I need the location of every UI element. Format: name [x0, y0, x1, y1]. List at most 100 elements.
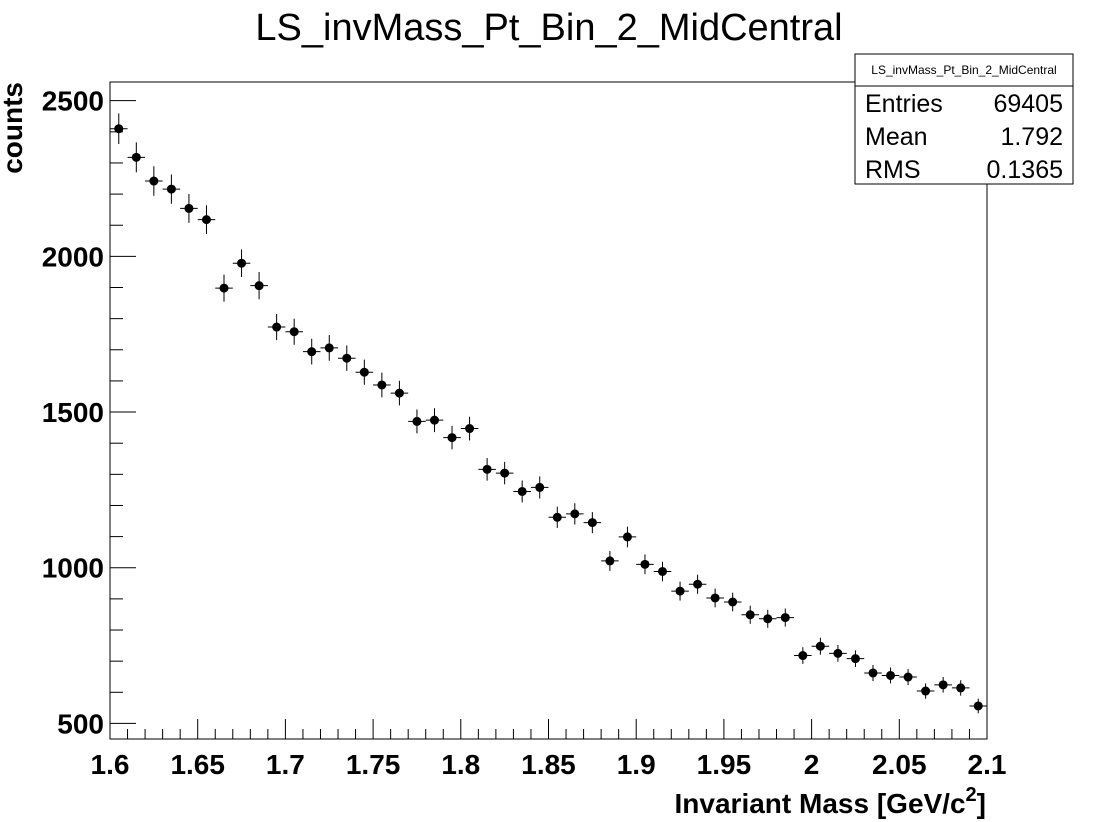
data-point [601, 550, 619, 571]
x-tick-label: 1.8 [441, 749, 480, 780]
data-point [302, 338, 321, 365]
point-marker [131, 152, 141, 162]
data-point [250, 272, 268, 300]
x-tick-label: 1.65 [170, 749, 225, 780]
data-point [618, 526, 637, 548]
data-point [460, 416, 479, 441]
data-points [110, 113, 987, 714]
data-point [425, 408, 444, 433]
point-marker [605, 556, 615, 566]
data-point [583, 512, 602, 534]
data-point [934, 677, 952, 693]
point-marker [254, 281, 264, 291]
point-marker [833, 648, 843, 658]
stats-box-title: LS_invMass_Pt_Bin_2_MidCentral [871, 63, 1056, 77]
data-point [110, 113, 128, 144]
x-tick-label: 1.7 [266, 749, 305, 780]
point-marker [868, 668, 878, 678]
y-tick-label: 2000 [42, 241, 104, 272]
point-marker [447, 433, 457, 443]
point-marker [745, 610, 755, 620]
data-point [162, 174, 181, 204]
data-point [566, 503, 584, 525]
point-marker [675, 586, 685, 596]
point-marker [535, 482, 545, 492]
data-point [180, 193, 198, 223]
point-marker [166, 184, 176, 194]
point-marker [307, 347, 317, 357]
x-tick-label: 2.1 [968, 749, 1007, 780]
point-marker [517, 486, 527, 496]
point-marker [973, 701, 983, 711]
data-point [548, 506, 567, 528]
point-marker [693, 579, 703, 589]
data-point [320, 335, 339, 361]
point-marker [903, 672, 913, 682]
data-point [864, 664, 882, 682]
point-marker [394, 388, 404, 398]
data-point [706, 588, 724, 608]
point-marker [429, 415, 439, 425]
data-point [355, 359, 374, 385]
point-marker [622, 532, 632, 542]
data-point [916, 683, 935, 699]
data-point [794, 647, 812, 664]
point-marker [289, 327, 299, 337]
x-tick-label: 1.85 [521, 749, 576, 780]
x-tick-label: 1.95 [697, 749, 752, 780]
point-marker [342, 353, 352, 363]
y-tick-label: 2500 [42, 86, 104, 117]
point-marker [798, 651, 808, 661]
data-point [776, 608, 795, 627]
data-point [197, 205, 216, 234]
data-point [513, 480, 531, 503]
point-marker [114, 124, 124, 134]
data-point [671, 581, 689, 601]
x-tick-label: 2.05 [872, 749, 927, 780]
data-point [969, 698, 987, 714]
y-tick-label: 1000 [42, 553, 104, 584]
data-point [127, 142, 146, 173]
point-marker [710, 593, 720, 603]
data-point [215, 274, 233, 302]
x-tick-label: 1.6 [91, 749, 130, 780]
data-point [267, 313, 286, 341]
point-marker [465, 424, 475, 434]
data-point [846, 650, 865, 667]
point-marker [587, 518, 597, 528]
data-point [741, 605, 759, 624]
x-axis: 1.6 1.65 1.7 1.75 1.8 1.85 1.9 1.95 2 2.05 2.1 [91, 719, 1007, 780]
point-marker [956, 683, 966, 693]
stats-rms-value: 0.1365 [987, 156, 1063, 184]
data-point [408, 409, 426, 434]
stats-entries-value: 69405 [993, 90, 1063, 118]
stats-mean-label: Mean [865, 123, 928, 151]
point-marker [780, 613, 790, 623]
point-marker [412, 416, 422, 426]
x-tick-label: 1.9 [617, 749, 656, 780]
point-marker [272, 322, 282, 332]
point-marker [815, 641, 825, 651]
point-marker [763, 614, 773, 624]
data-point [530, 476, 549, 499]
y-tick-label: 1500 [42, 397, 104, 428]
data-point [478, 458, 496, 481]
data-point [232, 249, 251, 278]
data-point [688, 574, 707, 594]
chart-title: LS_invMass_Pt_Bin_2_MidCentral [255, 7, 842, 49]
point-marker [482, 464, 492, 474]
point-marker [359, 367, 369, 377]
point-marker [324, 343, 334, 353]
data-point [881, 667, 900, 684]
data-point [495, 461, 514, 485]
data-point [811, 637, 830, 655]
stats-box: LS_invMass_Pt_Bin_2_MidCentral Entries 6… [854, 53, 1074, 185]
y-tick-label: 500 [57, 708, 104, 739]
data-point [285, 318, 303, 345]
point-marker [921, 686, 931, 696]
point-marker [938, 680, 948, 690]
data-point [653, 561, 672, 582]
point-marker [658, 566, 668, 576]
data-point [390, 380, 409, 406]
